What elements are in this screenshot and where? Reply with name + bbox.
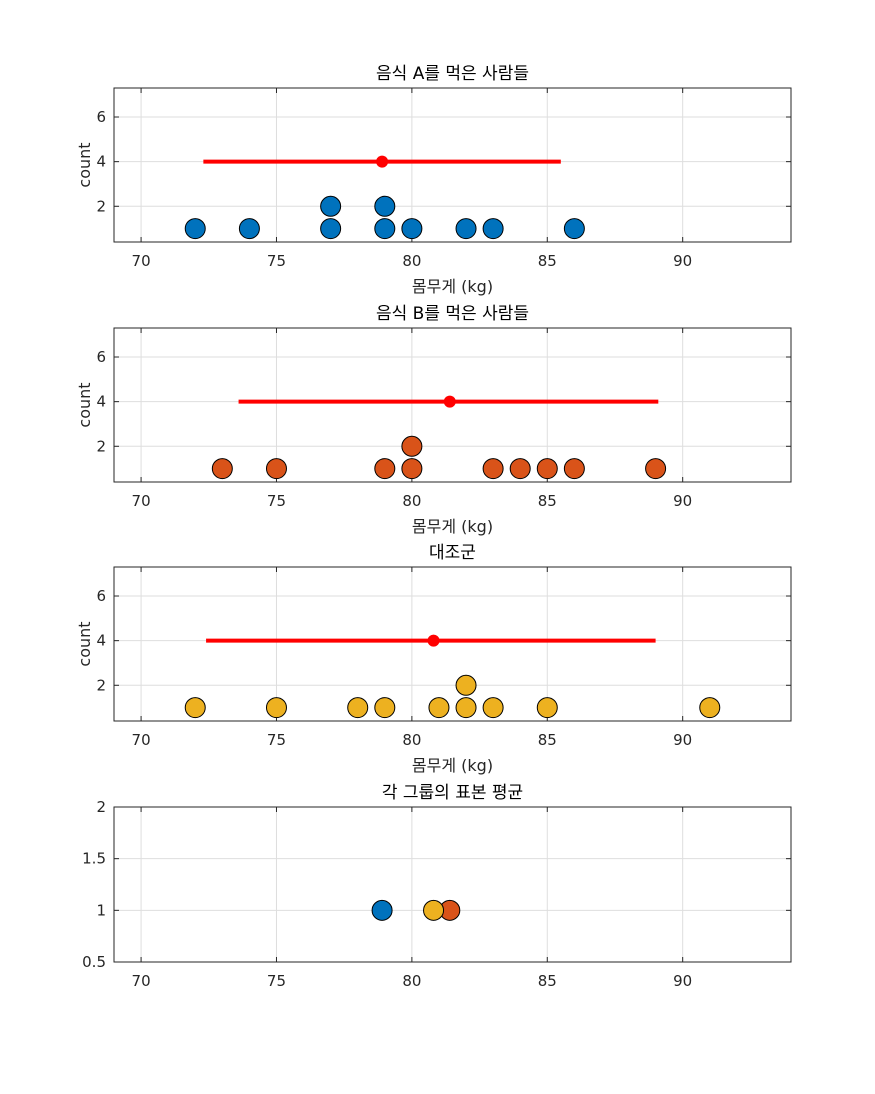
x-tick-label: 75 [267,252,286,270]
data-point [645,458,667,480]
x-tick-label: 70 [132,972,151,990]
x-tick-label: 70 [132,731,151,749]
data-point [455,697,477,719]
x-axis-label: 몸무게 (kg) [412,517,493,536]
data-point [401,218,423,240]
x-axis-label: 몸무게 (kg) [412,756,493,775]
y-tick-label: 6 [96,348,106,366]
y-tick-label: 4 [96,632,106,650]
y-axis-label: count [75,142,94,187]
data-point [265,697,287,719]
data-point [238,218,260,240]
axes-frame [113,327,792,483]
data-point [371,899,393,921]
axes-frame [113,87,792,243]
data-point [563,218,585,240]
x-tick-label: 75 [267,972,286,990]
data-point [374,218,396,240]
x-tick-label: 70 [132,252,151,270]
data-point [536,458,558,480]
y-tick-label: 1 [96,901,106,919]
data-point [401,435,423,457]
y-tick-label: 4 [96,393,106,411]
y-tick-label: 6 [96,587,106,605]
x-tick-label: 70 [132,492,151,510]
x-tick-label: 80 [402,252,421,270]
chart-title: 음식 B를 먹은 사람들 [376,304,529,324]
plot-area [114,567,791,721]
plot-area [114,88,791,242]
data-point [455,674,477,696]
data-point [455,218,477,240]
y-axis-label: count [75,621,94,666]
x-tick-label: 80 [402,731,421,749]
data-point [211,458,233,480]
x-tick-label: 85 [538,731,557,749]
data-point [699,697,721,719]
y-tick-label: 4 [96,153,106,171]
x-tick-label: 80 [402,972,421,990]
x-tick-label: 90 [673,492,692,510]
data-point [509,458,531,480]
axes-frame [113,806,792,963]
data-point [374,697,396,719]
data-point [482,218,504,240]
subplot-4: 70 75 80 85 90 0.5 1 1.5 2 각 그룹의 표본 평균 [82,783,792,990]
x-axis-label: 몸무게 (kg) [412,277,493,296]
y-tick-label: 2 [96,798,106,816]
data-point [482,458,504,480]
x-tick-label: 75 [267,731,286,749]
x-tick-label: 85 [538,972,557,990]
axes-frame [113,566,792,722]
x-tick-label: 75 [267,492,286,510]
y-tick-label: 1.5 [82,850,106,868]
data-point [184,697,206,719]
x-tick-label: 80 [402,492,421,510]
x-tick-label: 85 [538,492,557,510]
data-point [374,195,396,217]
data-point [536,697,558,719]
y-tick-label: 6 [96,108,106,126]
chart-title: 음식 A를 먹은 사람들 [376,64,529,84]
data-point [401,458,423,480]
x-tick-label: 90 [673,252,692,270]
data-point [184,218,206,240]
chart-title: 각 그룹의 표본 평균 [382,783,523,803]
y-tick-label: 0.5 [82,953,106,971]
data-point [374,458,396,480]
y-tick-label: 2 [96,676,106,694]
mean-marker [443,395,456,408]
x-tick-label: 85 [538,252,557,270]
y-tick-label: 2 [96,437,106,455]
data-point [423,899,445,921]
mean-marker [376,155,389,168]
chart-title: 대조군 [429,543,476,563]
data-point [428,697,450,719]
data-point [265,458,287,480]
y-tick-label: 2 [96,197,106,215]
y-axis-label: count [75,382,94,427]
plot-area [114,807,791,962]
data-point [563,458,585,480]
x-tick-label: 90 [673,731,692,749]
data-point [320,218,342,240]
x-tick-label: 90 [673,972,692,990]
data-point [482,697,504,719]
data-point [347,697,369,719]
data-point [320,195,342,217]
mean-marker [427,634,440,647]
